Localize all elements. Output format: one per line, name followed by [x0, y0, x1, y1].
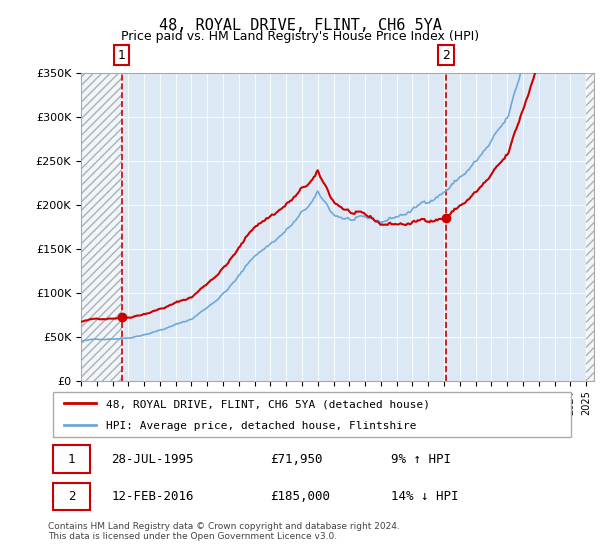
- Bar: [81, 73, 122, 381]
- Bar: [586, 73, 594, 381]
- Bar: [586, 73, 594, 381]
- Text: Price paid vs. HM Land Registry's House Price Index (HPI): Price paid vs. HM Land Registry's House …: [121, 30, 479, 43]
- FancyBboxPatch shape: [53, 445, 90, 473]
- Text: 1: 1: [118, 49, 125, 62]
- Text: £71,950: £71,950: [270, 452, 322, 465]
- Text: HPI: Average price, detached house, Flintshire: HPI: Average price, detached house, Flin…: [106, 422, 416, 432]
- Text: 9% ↑ HPI: 9% ↑ HPI: [391, 452, 451, 465]
- Text: £185,000: £185,000: [270, 491, 330, 503]
- Text: 48, ROYAL DRIVE, FLINT, CH6 5YA: 48, ROYAL DRIVE, FLINT, CH6 5YA: [158, 18, 442, 33]
- FancyBboxPatch shape: [53, 392, 571, 437]
- FancyBboxPatch shape: [53, 483, 90, 511]
- Text: 12-FEB-2016: 12-FEB-2016: [112, 491, 194, 503]
- Text: 1: 1: [68, 452, 76, 465]
- Text: 28-JUL-1995: 28-JUL-1995: [112, 452, 194, 465]
- Text: 48, ROYAL DRIVE, FLINT, CH6 5YA (detached house): 48, ROYAL DRIVE, FLINT, CH6 5YA (detache…: [106, 399, 430, 409]
- Bar: [81, 73, 122, 381]
- Text: 14% ↓ HPI: 14% ↓ HPI: [391, 491, 459, 503]
- Text: 2: 2: [68, 491, 76, 503]
- Text: Contains HM Land Registry data © Crown copyright and database right 2024.
This d: Contains HM Land Registry data © Crown c…: [48, 522, 400, 542]
- Text: 2: 2: [442, 49, 450, 62]
